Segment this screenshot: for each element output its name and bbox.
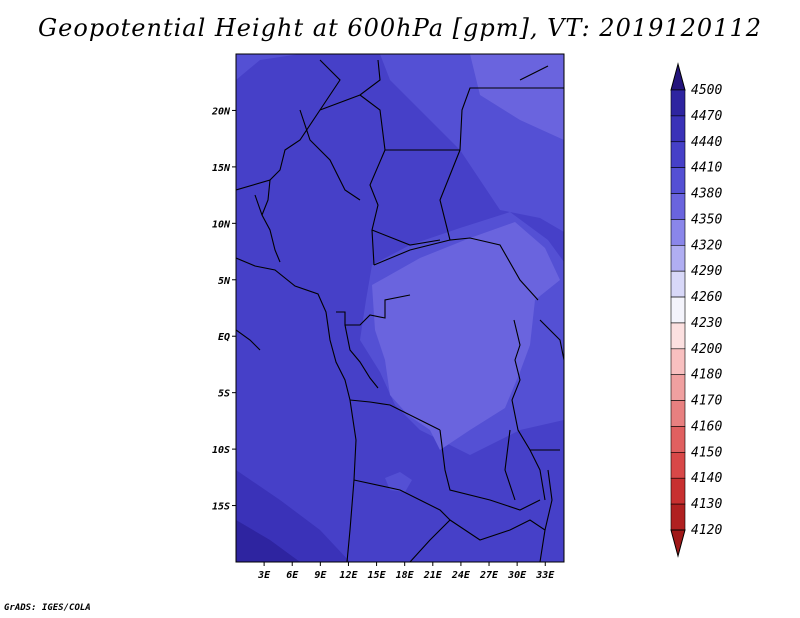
colorbar-label: 4120: [691, 523, 722, 538]
colorbar-segment: [670, 167, 686, 194]
lat-tick-label: 10N: [212, 219, 231, 230]
contour-ne-4350: [470, 54, 564, 140]
colorbar-label: 4130: [691, 497, 722, 512]
colorbar-segment: [670, 322, 686, 350]
lon-tick-label: 27E: [479, 570, 499, 581]
colorbar-segment: [670, 219, 686, 246]
colorbar-segment: [670, 503, 686, 531]
contour-sw-blob: [385, 472, 412, 492]
lat-tick-label: 5S: [218, 389, 230, 400]
map-title: Geopotential Height at 600hPa [gpm], VT:…: [38, 14, 762, 42]
colorbar-label: 4380: [691, 187, 722, 202]
country-borders: [236, 59, 564, 562]
lon-tick-label: 9E: [314, 570, 327, 581]
lat-tick-label: 15N: [212, 163, 231, 174]
colorbar-segment: [670, 270, 686, 298]
lon-tick-label: 30E: [507, 570, 527, 581]
colorbar-label: 4470: [691, 109, 722, 124]
colorbar-segment: [670, 348, 686, 376]
colorbar-label: 4140: [691, 471, 722, 486]
colorbar-segment: [670, 141, 686, 168]
contour-central-4350: [372, 222, 560, 450]
lat-tick-label: EQ: [218, 332, 230, 343]
colorbar-label: 4350: [691, 212, 722, 227]
colorbar-segment: [670, 193, 686, 220]
map-frame: [235, 53, 565, 563]
colorbar-label: 4320: [691, 238, 722, 253]
colorbar-label: 4150: [691, 445, 722, 460]
longitude-axis: 3E 6E 9E 12E 15E 18E 21E 24E 27E 30E 33E: [257, 562, 555, 581]
contour-field: [236, 54, 564, 562]
latitude-axis: 20N 15N 10N 5N EQ 5S 10S 15S: [211, 106, 236, 513]
colorbar-segment: [670, 374, 686, 401]
contour-nw-4410: [236, 54, 300, 80]
colorbar-label: 4180: [691, 368, 722, 383]
lon-tick-label: 18E: [396, 570, 415, 581]
grads-credit: GrADS: IGES/COLA: [4, 603, 91, 613]
contour-sw-4440: [236, 520, 300, 562]
colorbar-label: 4260: [691, 290, 722, 305]
colorbar: 4500 4470 4440 4410 4380 4350 4320 4290 4260 4230…: [670, 62, 722, 558]
colorbar-label: 4230: [691, 316, 722, 331]
lat-tick-label: 20N: [211, 106, 231, 117]
lon-tick-label: 3E: [257, 570, 271, 581]
colorbar-bottom-arrow: [670, 529, 686, 558]
colorbar-label: 4290: [691, 264, 722, 279]
colorbar-segment: [670, 89, 686, 117]
colorbar-segment: [670, 296, 686, 324]
colorbar-segment: [670, 244, 686, 272]
colorbar-label: 4500: [691, 83, 722, 98]
colorbar-segment: [670, 115, 686, 143]
colorbar-segment: [670, 426, 686, 453]
colorbar-label: 4160: [691, 419, 722, 434]
lon-tick-label: 21E: [423, 570, 443, 581]
lat-tick-label: 15S: [212, 502, 230, 513]
colorbar-segment: [670, 477, 686, 505]
colorbar-segment: [670, 452, 686, 479]
colorbar-segment: [670, 400, 686, 427]
lon-tick-label: 12E: [339, 570, 358, 581]
colorbar-top-arrow: [670, 62, 686, 91]
colorbar-label: 4410: [691, 161, 722, 176]
lon-tick-label: 6E: [286, 570, 299, 581]
lat-tick-label: 10S: [212, 445, 230, 456]
lon-tick-label: 24E: [451, 570, 471, 581]
lat-tick-label: 5N: [218, 276, 231, 287]
lon-tick-label: 15E: [368, 570, 387, 581]
colorbar-label: 4440: [691, 135, 722, 150]
colorbar-label: 4200: [691, 342, 722, 357]
lon-tick-label: 33E: [535, 570, 555, 581]
colorbar-label: 4170: [691, 394, 722, 409]
